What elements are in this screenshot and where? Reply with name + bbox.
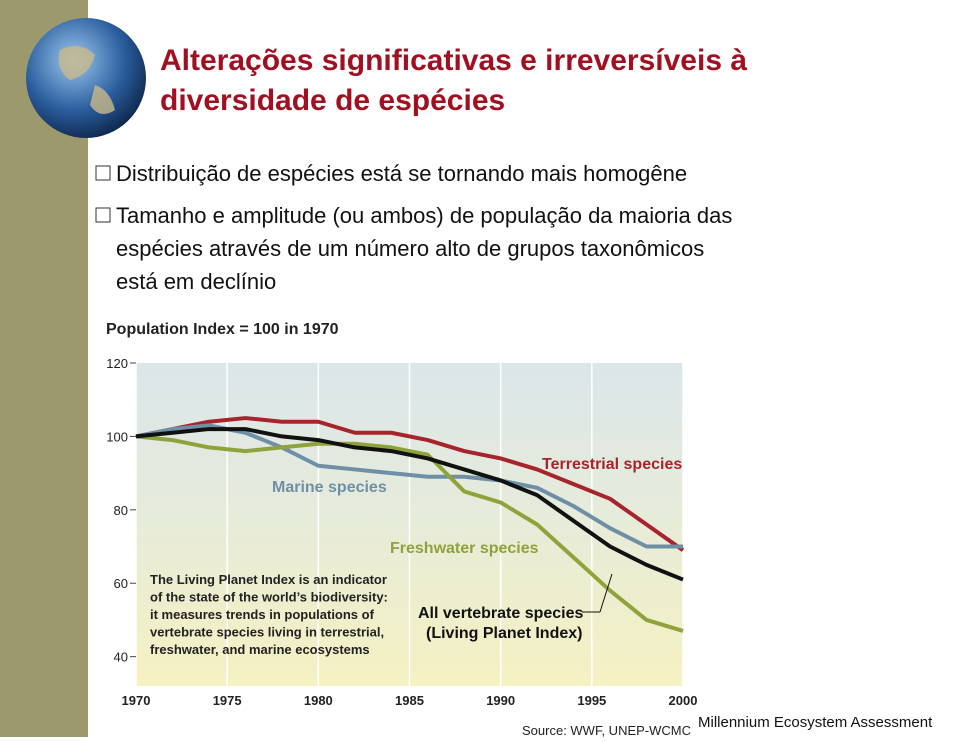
y-tick-label: 100 xyxy=(106,429,128,444)
series-line xyxy=(135,434,684,633)
y-tick-label: 80 xyxy=(114,503,128,518)
x-tick-label: 1980 xyxy=(304,693,333,708)
annotation: it measures trends in populations of xyxy=(150,607,375,622)
globe-land xyxy=(58,46,115,114)
x-tick-label: 1985 xyxy=(395,693,424,708)
slide-title: diversidade de espécies xyxy=(160,84,505,117)
pointer xyxy=(599,573,613,613)
slide-title: Alterações significativas e irreversívei… xyxy=(160,44,747,77)
annotation: freshwater, and marine ecosystems xyxy=(150,642,370,657)
x-tick-label: 1990 xyxy=(486,693,515,708)
bullet-text: espécies através de um número alto de gr… xyxy=(116,236,704,261)
annotation: The Living Planet Index is an indicator xyxy=(150,572,387,587)
bullet-text: Distribuição de espécies está se tornand… xyxy=(116,161,687,186)
annotation: vertebrate species living in terrestrial… xyxy=(150,625,384,640)
globe xyxy=(26,18,146,138)
y-tick-label: 120 xyxy=(106,356,128,371)
x-tick-label: 1970 xyxy=(122,693,151,708)
y-tick-label: 60 xyxy=(114,576,128,591)
series-label: Terrestrial species xyxy=(542,456,682,473)
bullet-box xyxy=(95,207,111,223)
annotation: (Living Planet Index) xyxy=(426,625,582,642)
series-label: Freshwater species xyxy=(390,540,539,557)
x-tick-label: 1995 xyxy=(577,693,606,708)
series-label: Marine species xyxy=(272,479,387,496)
footer: Millennium Ecosystem Assessment xyxy=(698,714,933,731)
series-label: All vertebrate species xyxy=(418,605,584,622)
annotation: of the state of the world’s biodiversity… xyxy=(150,590,388,605)
source: Source: WWF, UNEP-WCMC xyxy=(522,723,691,737)
x-tick-label: 2000 xyxy=(669,693,698,708)
bullet-text: Tamanho e amplitude (ou ambos) de popula… xyxy=(116,203,732,228)
y-tick-label: 40 xyxy=(114,650,128,665)
series-line xyxy=(135,427,684,582)
chart-title: Population Index = 100 in 1970 xyxy=(106,321,339,338)
bullet-box xyxy=(95,165,111,181)
bullet-text: está em declínio xyxy=(116,269,276,294)
series-line xyxy=(135,416,685,552)
x-tick-label: 1975 xyxy=(213,693,242,708)
